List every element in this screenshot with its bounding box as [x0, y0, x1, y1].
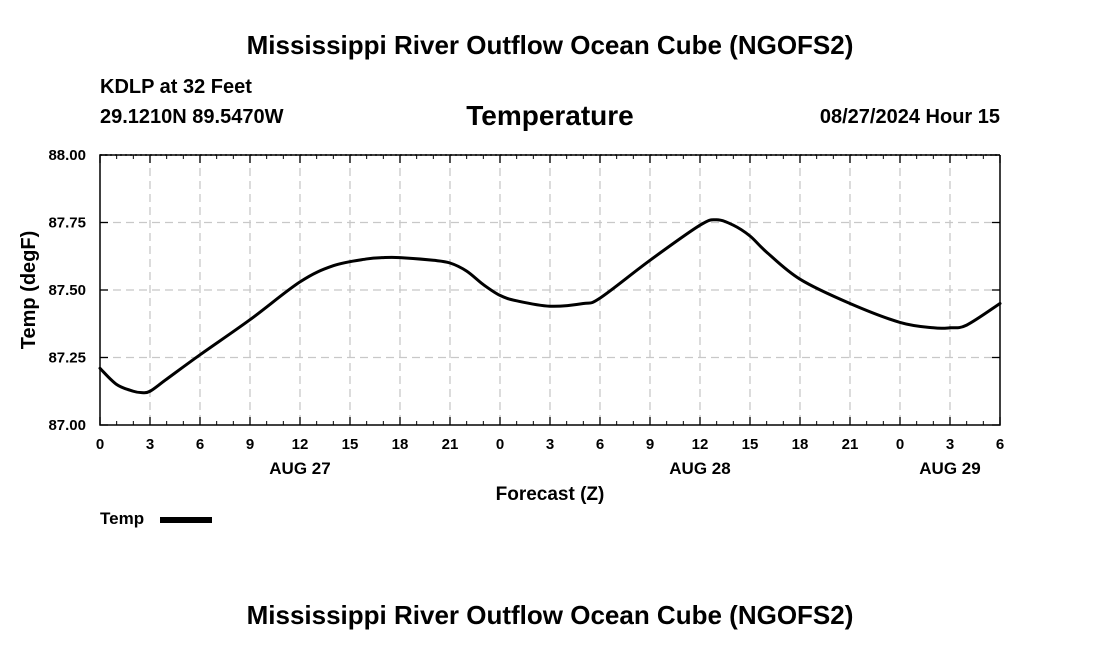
y-tick-label: 87.50 — [48, 282, 86, 299]
date-label: AUG 27 — [269, 459, 330, 478]
x-tick-label: 0 — [496, 436, 504, 453]
x-tick-label: 12 — [692, 436, 709, 453]
footer-title: Mississippi River Outflow Ocean Cube (NG… — [246, 600, 854, 630]
x-tick-label: 21 — [842, 436, 859, 453]
station-label: KDLP at 32 Feet — [100, 76, 252, 98]
x-tick-label: 3 — [146, 436, 154, 453]
legend-label: Temp — [100, 509, 145, 528]
x-tick-label: 18 — [392, 436, 409, 453]
x-tick-label: 15 — [342, 436, 359, 453]
plot-frame — [99, 154, 1001, 426]
x-tick-label: 12 — [292, 436, 309, 453]
x-axis-label: Forecast (Z) — [496, 484, 605, 505]
x-tick-label: 0 — [896, 436, 904, 453]
x-tick-label: 3 — [546, 436, 554, 453]
chart-title: Mississippi River Outflow Ocean Cube (NG… — [246, 30, 854, 60]
x-tick-label: 9 — [246, 436, 254, 453]
temp-series-line — [98, 218, 1002, 395]
x-tick-label: 15 — [742, 436, 759, 453]
date-label: AUG 29 — [919, 459, 980, 478]
forecast-datetime: 08/27/2024 Hour 15 — [819, 106, 1000, 128]
y-tick-label: 88.00 — [48, 147, 86, 164]
y-axis-label: Temp (degF) — [18, 231, 40, 350]
x-tick-label: 21 — [442, 436, 459, 453]
x-tick-label: 9 — [646, 436, 654, 453]
date-label: AUG 28 — [669, 459, 730, 478]
station-coordinates: 29.1210N 89.5470W — [100, 106, 284, 128]
x-tick-label: 18 — [792, 436, 809, 453]
x-tick-label: 3 — [946, 436, 954, 453]
y-tick-label: 87.25 — [48, 350, 86, 367]
x-tick-label: 6 — [596, 436, 604, 453]
variable-title: Temperature — [466, 100, 634, 131]
y-tick-label: 87.75 — [48, 215, 86, 232]
x-tick-label: 6 — [996, 436, 1004, 453]
x-tick-label: 0 — [96, 436, 104, 453]
legend-swatch — [160, 517, 212, 523]
y-tick-label: 87.00 — [48, 417, 86, 434]
x-tick-label: 6 — [196, 436, 204, 453]
